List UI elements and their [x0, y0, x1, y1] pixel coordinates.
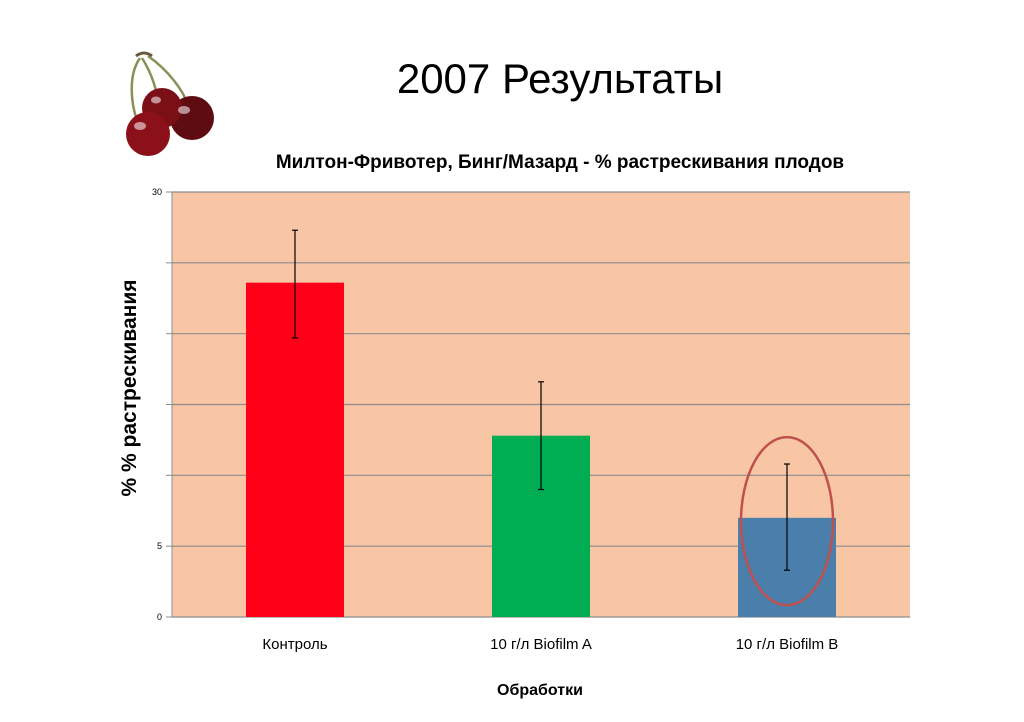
chart-title: Милтон-Фривотер, Бинг/Мазард - % растрес…	[275, 152, 845, 173]
y-tick-label: 0	[157, 612, 162, 622]
y-tick-label: 5	[157, 541, 162, 551]
cherry-icon	[126, 51, 214, 156]
category-label: 10 г/л Biofilm B	[736, 636, 839, 653]
slide-title: 2007 Результаты	[396, 55, 724, 102]
category-label: Контроль	[262, 636, 327, 653]
category-label: 10 г/л Biofilm A	[490, 636, 592, 653]
y-tick-label: 30	[152, 187, 162, 197]
x-axis-label: Обработки	[497, 682, 583, 699]
highlight-ellipse	[739, 435, 835, 607]
